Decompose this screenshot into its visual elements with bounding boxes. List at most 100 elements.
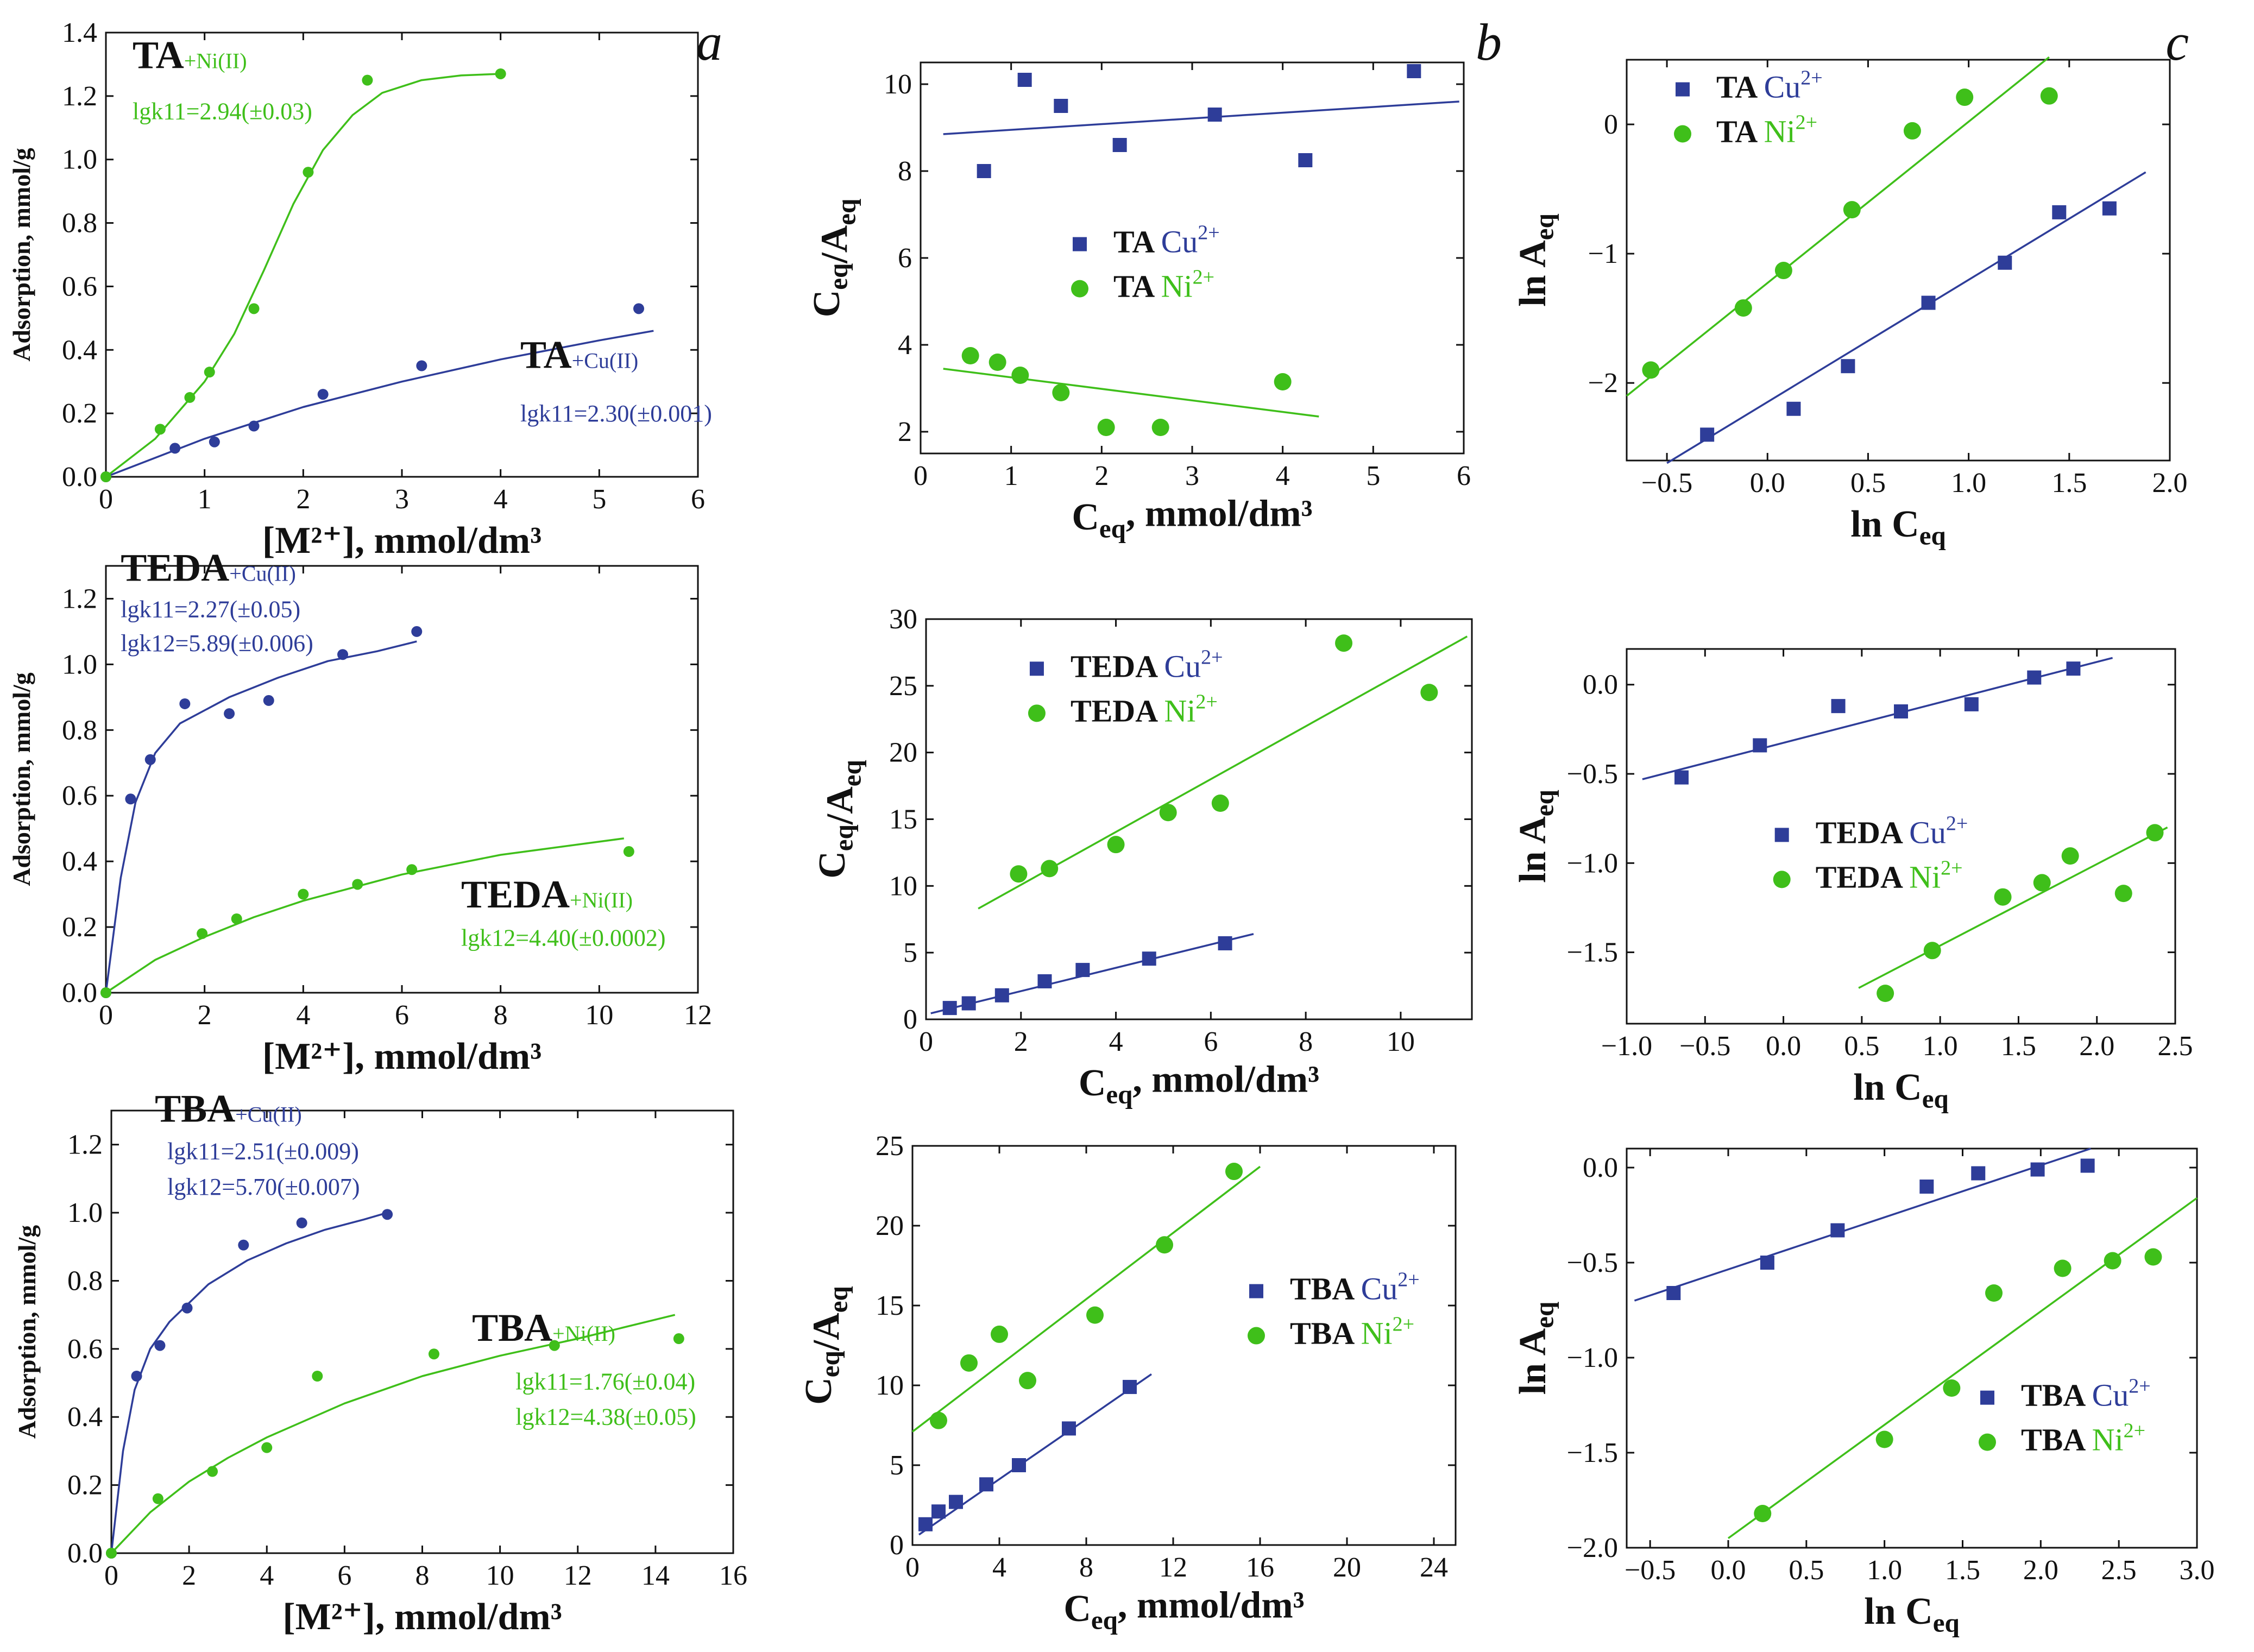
legend-marker xyxy=(1676,82,1690,97)
data-point-ni xyxy=(1011,367,1029,384)
panel-letter-a: a xyxy=(696,13,722,71)
x-tick-label: 6 xyxy=(337,1560,351,1591)
y-tick-label: 2 xyxy=(898,417,912,447)
plot-frame xyxy=(911,1145,1457,1546)
x-tick-label: 6 xyxy=(395,1000,409,1031)
x-tick-label: 1.5 xyxy=(2001,1031,2036,1062)
annotation: TA+Ni(II) xyxy=(133,33,247,77)
y-tick-label: 0.0 xyxy=(1583,1152,1618,1183)
data-point-cu xyxy=(2030,1162,2045,1177)
y-tick-label: 5 xyxy=(890,1450,904,1481)
data-point-ni xyxy=(1956,89,1974,106)
chart-a3: 0 2 4 6 8 10 12 14 16 0.0 0.2 0.4 0.6 0.8 1.0 1.2 [M²⁺],… xyxy=(13,1087,747,1638)
y-tick-label: 0.2 xyxy=(62,398,97,429)
data-point-cu xyxy=(2080,1158,2095,1173)
plot-frame xyxy=(1626,59,2171,462)
legend-label: TA Ni2+ xyxy=(1113,266,1214,304)
data-point-cu xyxy=(1830,1223,1845,1238)
y-tick-label: 15 xyxy=(889,804,917,835)
fit-line-cu xyxy=(110,1212,388,1554)
x-axis-label: [M²⁺], mmol/dm³ xyxy=(262,1036,542,1077)
y-tick-label: 0.6 xyxy=(67,1334,103,1365)
data-point-cu xyxy=(154,1340,166,1351)
fit-line-cu xyxy=(1642,657,2113,780)
y-axis-label: Adsorption, mmol/g xyxy=(8,148,35,362)
x-axis-label: Ceq, mmol/dm³ xyxy=(1072,493,1312,544)
y-tick-label: 1.4 xyxy=(62,17,97,48)
y-tick-label: 0.0 xyxy=(1583,670,1618,701)
x-tick-label: 1.0 xyxy=(1923,1031,1958,1062)
x-tick-label: 0 xyxy=(905,1552,920,1583)
y-tick-label: −1 xyxy=(1588,238,1618,269)
data-point-ni xyxy=(184,392,196,403)
data-point-cu xyxy=(1700,427,1715,442)
data-point-ni xyxy=(207,1466,218,1477)
x-tick-label: 0.5 xyxy=(1789,1555,1824,1586)
legend-marker xyxy=(1979,1433,1996,1451)
fit-line-ni xyxy=(105,73,501,478)
y-tick-label: 15 xyxy=(876,1290,904,1321)
data-point-cu xyxy=(382,1209,393,1220)
data-point-cu xyxy=(2066,661,2081,676)
data-point-ni xyxy=(1107,836,1125,854)
x-tick-label: 2.0 xyxy=(2079,1031,2114,1062)
legend-marker xyxy=(1774,828,1789,842)
y-tick-label: 0.8 xyxy=(62,208,97,239)
annotation: TBA+Ni(II) xyxy=(472,1306,615,1350)
x-tick-label: 3.0 xyxy=(2180,1555,2215,1586)
data-point-cu xyxy=(1831,699,1846,714)
y-tick-label: −1.5 xyxy=(1567,1437,1618,1468)
data-point-ni xyxy=(1274,373,1292,390)
x-tick-label: −0.5 xyxy=(1641,468,1692,499)
chart-c3: −0.5 0.0 0.5 1.0 1.5 2.0 2.5 3.0 −2.0 −1.5 −1.0 −0.… xyxy=(1512,1147,2215,1638)
x-tick-label: 0 xyxy=(99,1000,113,1031)
x-axis-label: [M²⁺], mmol/dm³ xyxy=(262,520,542,562)
data-point-cu xyxy=(263,695,274,706)
annotation: TBA+Cu(II) xyxy=(155,1087,302,1130)
plot-frame xyxy=(1626,1147,2198,1549)
x-tick-label: 20 xyxy=(1333,1552,1361,1583)
data-point-cu xyxy=(1894,704,1908,718)
data-point-ni xyxy=(100,471,111,482)
data-point-ni xyxy=(428,1348,439,1360)
x-tick-label: 2 xyxy=(1094,461,1109,491)
data-point-ni xyxy=(991,1325,1008,1343)
legend-marker xyxy=(1071,280,1088,298)
data-point-cu xyxy=(337,649,348,660)
legend-marker xyxy=(1029,661,1044,676)
data-point-cu xyxy=(918,1517,933,1531)
x-axis-label: ln Ceq xyxy=(1864,1591,1959,1638)
fit-line-cu xyxy=(918,1373,1152,1536)
data-point-cu xyxy=(1964,697,1979,711)
data-point-ni xyxy=(1041,860,1059,878)
fit-line-ni xyxy=(110,1314,676,1554)
y-axis-label: Adsorption, mmol/g xyxy=(13,1225,41,1439)
fit-line-ni xyxy=(105,837,625,994)
legend-label: TA Cu2+ xyxy=(1113,222,1220,260)
legend-marker xyxy=(1773,871,1791,888)
x-tick-label: 0.0 xyxy=(1710,1555,1746,1586)
data-point-ni xyxy=(1985,1284,2003,1302)
data-point-cu xyxy=(209,436,220,447)
x-tick-label: 2 xyxy=(182,1560,196,1591)
data-point-cu xyxy=(1054,99,1068,113)
x-tick-label: 2.5 xyxy=(2158,1031,2193,1062)
y-tick-label: 30 xyxy=(889,604,917,635)
data-point-cu xyxy=(411,626,423,637)
y-tick-label: 8 xyxy=(898,156,912,187)
data-point-ni xyxy=(312,1371,323,1382)
x-tick-label: −1.0 xyxy=(1601,1031,1652,1062)
data-point-cu xyxy=(1971,1166,1986,1181)
y-tick-label: −2.0 xyxy=(1567,1533,1618,1563)
data-point-ni xyxy=(1052,384,1070,401)
y-tick-label: 0.8 xyxy=(67,1265,103,1296)
data-point-ni xyxy=(2040,87,2058,105)
data-point-cu xyxy=(961,996,976,1011)
y-tick-label: 1.0 xyxy=(67,1197,103,1228)
x-tick-label: 3 xyxy=(395,484,409,515)
x-tick-label: 4 xyxy=(1276,461,1290,491)
data-point-ni xyxy=(197,928,208,940)
y-tick-label: 6 xyxy=(898,243,912,274)
y-tick-label: 0.0 xyxy=(62,462,97,493)
